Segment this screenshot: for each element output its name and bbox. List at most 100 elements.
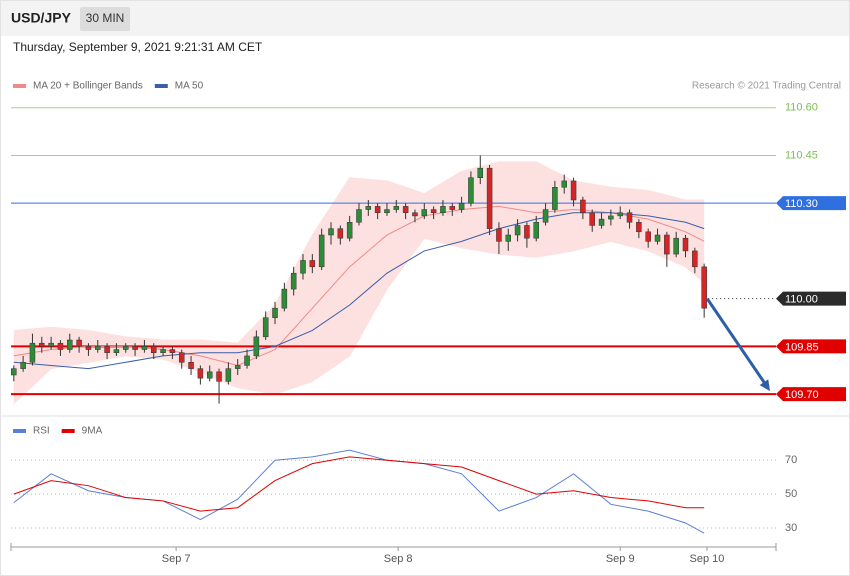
candle-body [402, 206, 409, 213]
candle-body [664, 234, 670, 255]
legend-label[interactable]: RSI [33, 426, 50, 437]
candle-body [67, 339, 73, 350]
candle-body [524, 225, 530, 239]
x-tick-label: Sep 10 [690, 553, 725, 565]
legend-swatch[interactable] [61, 429, 75, 433]
candle-body [589, 212, 595, 226]
x-tick-label: Sep 9 [606, 553, 635, 565]
candle-body [346, 222, 353, 239]
ma-line [13, 205, 705, 366]
candle-body [430, 209, 437, 213]
legend-label[interactable]: 9MA [82, 426, 103, 437]
level-label: 110.60 [785, 102, 818, 114]
y-tick-label: 30 [785, 522, 797, 534]
candle-body [328, 228, 334, 236]
candle-body [486, 167, 493, 229]
candle-body [496, 228, 502, 242]
candle-body [356, 209, 362, 223]
level-label: 109.70 [785, 389, 819, 401]
candle-body [636, 222, 642, 233]
bollinger-upper [13, 161, 705, 344]
level-label: 110.00 [785, 294, 818, 306]
candle-body [123, 346, 129, 350]
candle-body [318, 234, 325, 268]
candle-body [701, 266, 707, 309]
candle-body [514, 225, 521, 236]
candle-body [692, 250, 698, 268]
candle-body [132, 346, 138, 350]
candle-body [206, 371, 213, 379]
candle-body [272, 307, 278, 318]
candle-body [477, 167, 484, 178]
candle-body [95, 346, 101, 350]
candle-body [234, 365, 241, 369]
candle-body [458, 202, 465, 210]
candle-body [654, 234, 661, 242]
candle-body [160, 349, 166, 353]
candle-body [673, 237, 679, 255]
candle-body [225, 368, 232, 382]
candle-body [505, 234, 511, 242]
level-tag [776, 196, 846, 211]
candle-body [197, 368, 204, 379]
candle-body [626, 212, 633, 223]
forecast-arrowhead [759, 379, 770, 392]
legend-label[interactable]: MA 50 [175, 81, 204, 92]
candle-body [449, 206, 456, 210]
candle-body [598, 218, 605, 226]
candle-body [20, 362, 26, 369]
candle-body [48, 342, 54, 347]
timeframe[interactable]: 30 MIN [86, 11, 125, 25]
level-tag [776, 291, 846, 306]
candle-body [104, 346, 110, 353]
candle-body [57, 342, 64, 350]
ma-line [13, 212, 705, 370]
candle-body [393, 206, 400, 210]
legend-swatch[interactable] [13, 429, 26, 433]
candle-body [113, 349, 120, 353]
candle-body [682, 237, 689, 252]
symbol: USD/JPY [11, 10, 72, 26]
candle-body [244, 355, 250, 366]
x-tick-label: Sep 8 [384, 553, 413, 565]
candle-body [542, 209, 549, 223]
candle-body [39, 342, 45, 347]
top-bar [1, 1, 849, 36]
candle-body [309, 260, 316, 268]
y-tick-label: 70 [785, 454, 797, 466]
legend-swatch[interactable] [154, 84, 168, 88]
credit: Research © 2021 Trading Central [692, 81, 841, 92]
candle-body [552, 187, 558, 210]
candle-body [440, 206, 446, 213]
series-line [13, 456, 705, 512]
candle-body [188, 362, 194, 369]
candle-body [300, 260, 306, 274]
level-label: 110.30 [785, 198, 818, 210]
bollinger-lower [13, 237, 705, 405]
candle-body [169, 349, 176, 353]
candle-body [608, 215, 614, 220]
candle-body [11, 368, 17, 376]
candle-body [76, 339, 82, 347]
datetime: Thursday, September 9, 2021 9:21:31 AM C… [13, 40, 263, 54]
legend-swatch[interactable] [13, 84, 26, 88]
candle-body [645, 231, 651, 242]
candle-body [374, 206, 381, 213]
bollinger-fill [13, 161, 705, 404]
candle-body [141, 346, 148, 350]
level-tag [776, 339, 846, 354]
legend-label[interactable]: MA 20 + Bollinger Bands [33, 81, 143, 92]
level-label: 109.85 [785, 341, 819, 353]
candle-body [468, 177, 474, 204]
candle-body [384, 209, 390, 213]
candle-body [290, 272, 297, 290]
x-tick-label: Sep 7 [162, 553, 191, 565]
candle-body [178, 352, 185, 363]
candle-body [216, 371, 222, 382]
candle-body [253, 336, 260, 357]
timeframe-box[interactable] [80, 7, 130, 31]
candle-body [281, 288, 288, 309]
